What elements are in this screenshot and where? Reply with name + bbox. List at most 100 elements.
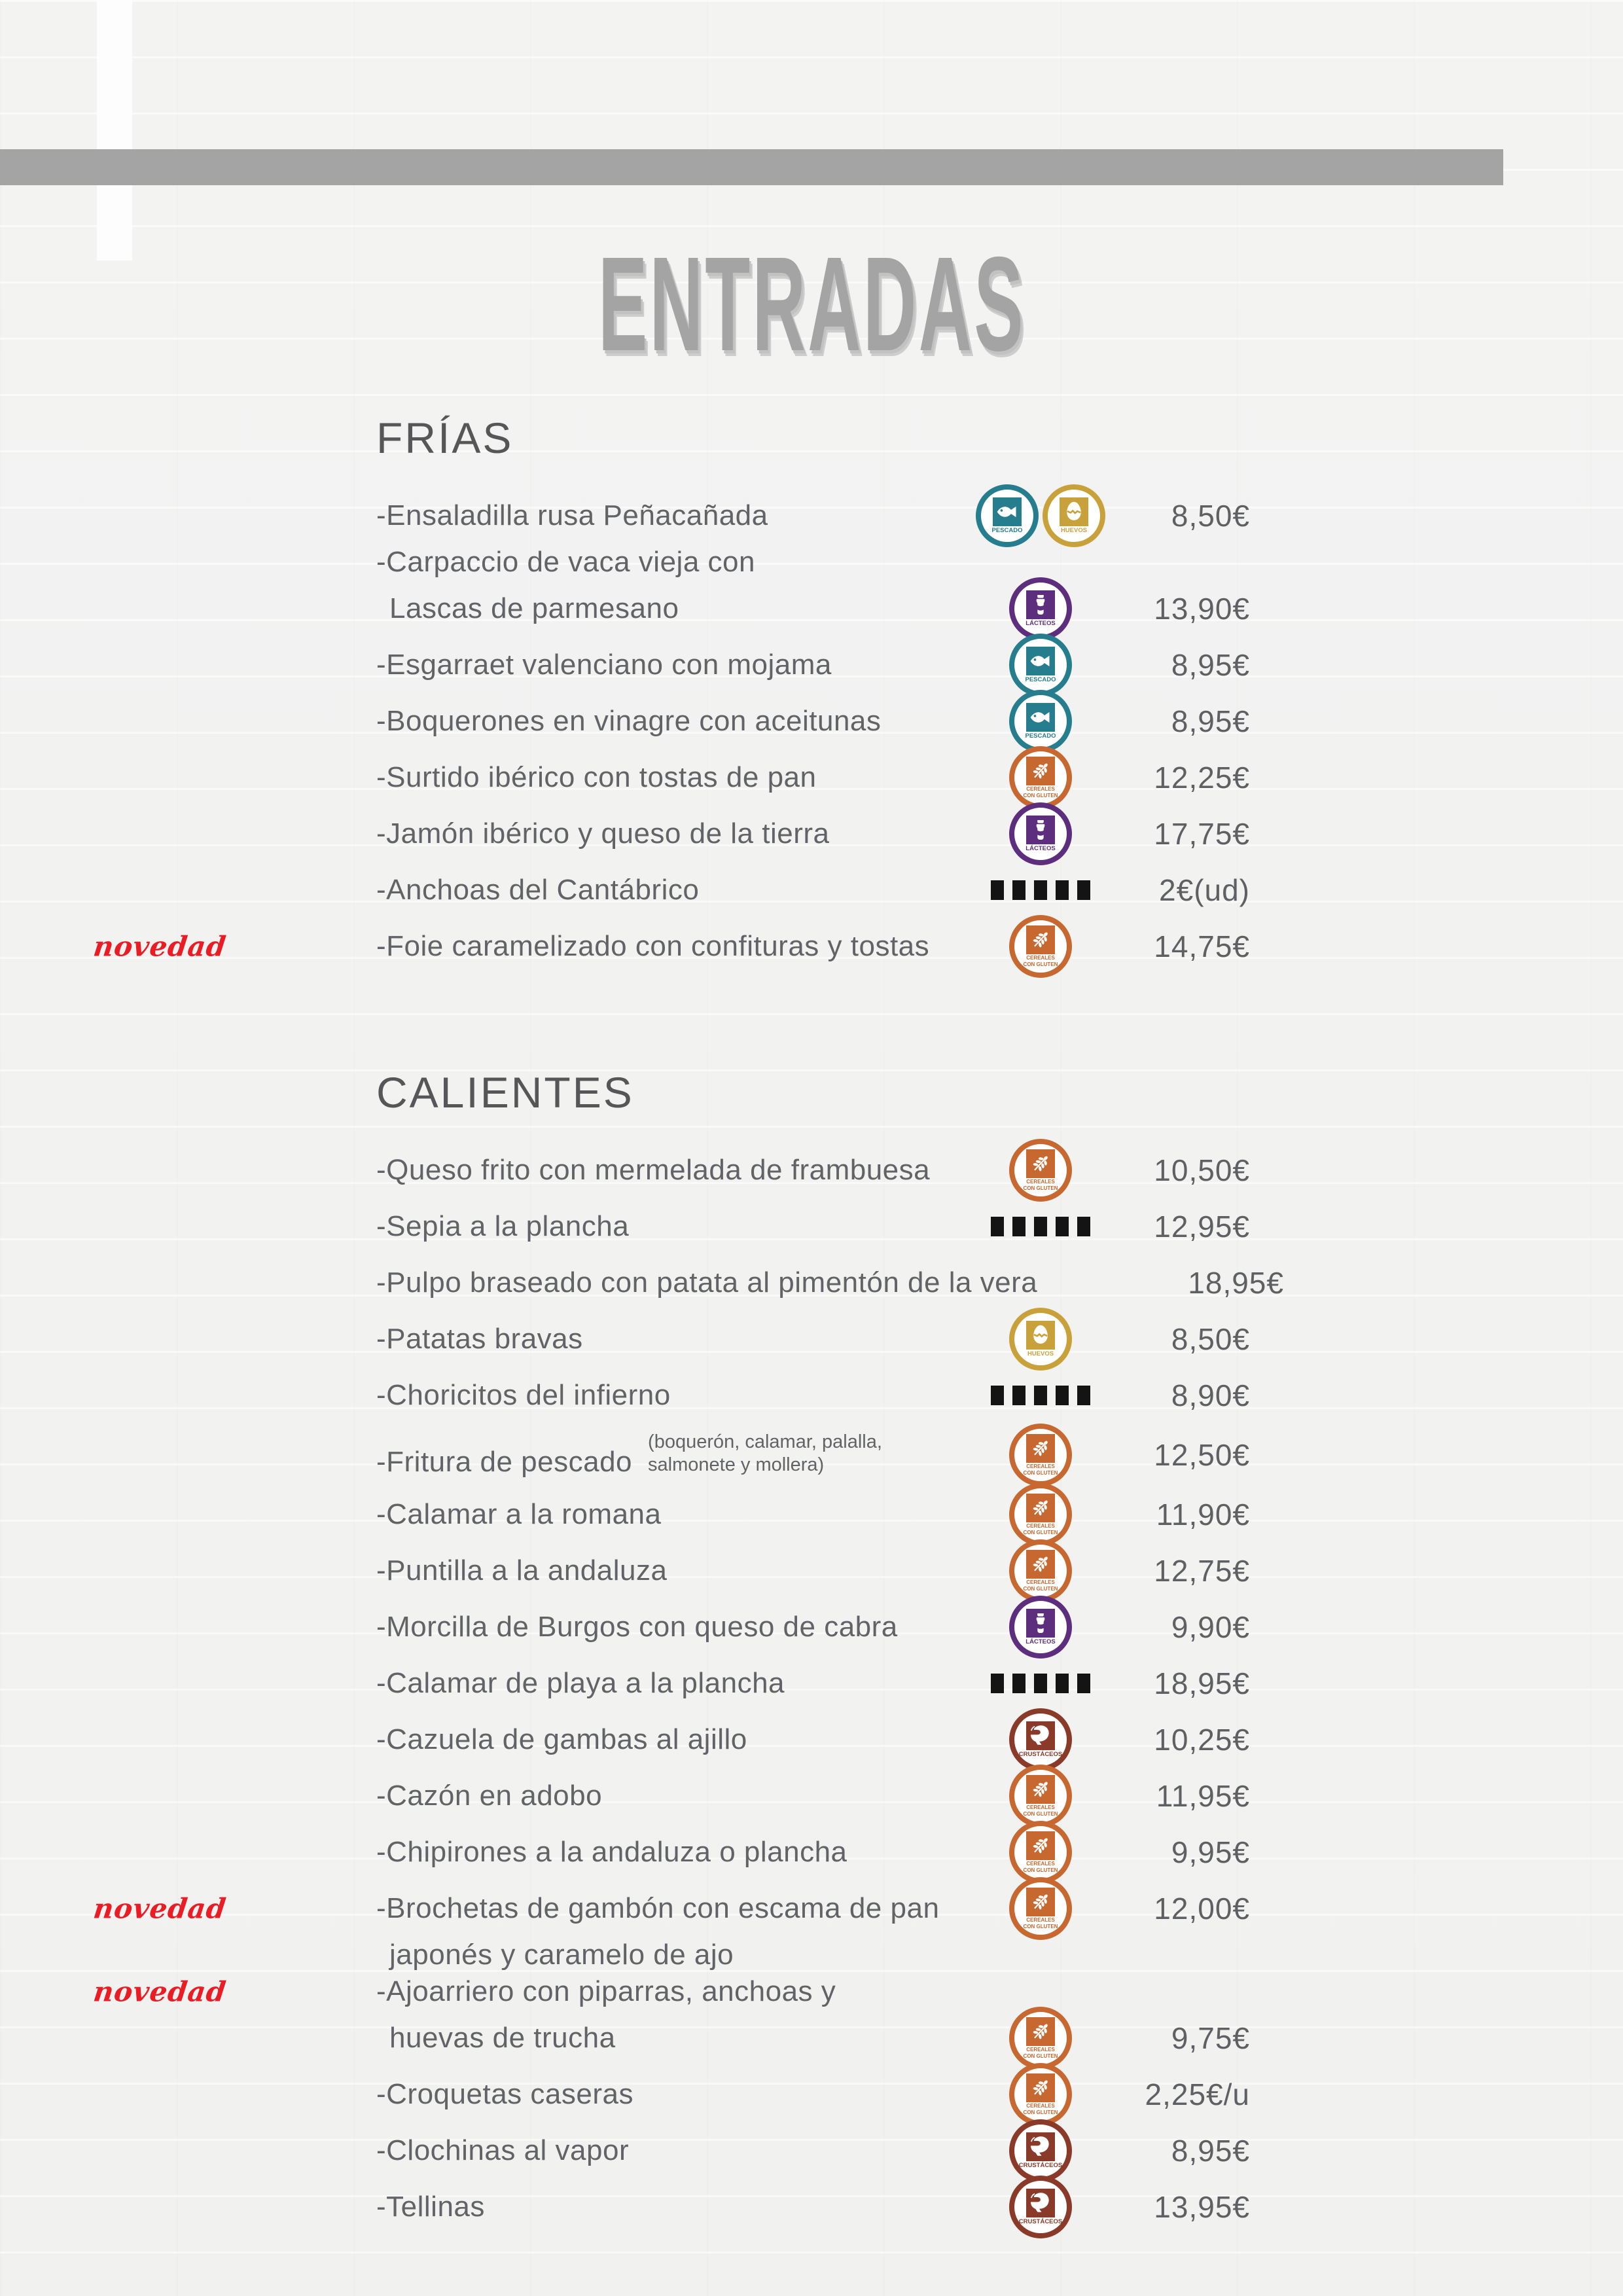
allergen-icon-col: CEREALES CON GLUTEN <box>965 1483 1116 1546</box>
item-name-col: -Jamón ibérico y queso de la tierra <box>376 817 965 851</box>
leader-dot <box>1077 1674 1090 1693</box>
allergen-label: CON GLUTEN <box>1023 793 1058 798</box>
item-price-col: 13,95€ <box>1116 2189 1250 2225</box>
item-name-col: -Cazuela de gambas al ajillo <box>376 1723 965 1757</box>
leader-dot <box>1034 1386 1047 1405</box>
allergen-label: CEREALES <box>1026 1804 1055 1810</box>
item-name-col: -Puntilla a la andaluza <box>376 1554 965 1588</box>
section-rows: -Ensaladilla rusa Peñacañada PESCADO HUEVO… <box>92 484 1250 978</box>
allergen-crustaceos-icon: CRUSTÁCEOS <box>1009 2119 1072 2182</box>
cereales-glyph-icon <box>1026 2017 1055 2046</box>
item-price: 12,75€ <box>1154 1554 1250 1588</box>
item-name: -Anchoas del Cantábrico <box>376 873 700 906</box>
dotted-leader <box>991 1217 1090 1236</box>
dotted-leader <box>991 1386 1090 1405</box>
item-price: 18,95€ <box>1188 1266 1284 1300</box>
allergen-cereales-icon: CEREALES CON GLUTEN <box>1009 1483 1072 1546</box>
item-price: 18,95€ <box>1154 1666 1250 1700</box>
item-name-col: -Croquetas caseras <box>376 2078 965 2111</box>
item-note-line: salmonete y mollera) <box>648 1454 825 1475</box>
allergen-icon-col: CEREALES CON GLUTEN <box>965 915 1116 978</box>
leader-dot <box>1077 880 1090 900</box>
menu-item-row: -Croquetas caseras CEREALES CON GLUTEN 2,25… <box>376 2063 1250 2126</box>
item-price-col: 12,75€ <box>1116 1553 1250 1588</box>
item-name: -Ajoarriero con piparras, anchoas y <box>376 1975 836 2007</box>
item-price: 17,75€ <box>1154 817 1250 851</box>
allergen-label: CON GLUTEN <box>1023 1586 1058 1592</box>
allergen-label: CON GLUTEN <box>1023 2053 1058 2059</box>
page-title-wrap: ENTRADAS <box>0 237 1623 371</box>
leader-dot <box>991 1674 1004 1693</box>
item-name: -Calamar a la romana <box>376 1498 662 1530</box>
leader-dot <box>1012 1674 1026 1693</box>
item-name-col: -Foie caramelizado con confituras y tost… <box>376 930 965 963</box>
allergen-label: CON GLUTEN <box>1023 961 1058 967</box>
item-name: -Chipirones a la andaluza o plancha <box>376 1835 847 1868</box>
allergen-pescado-icon: PESCADO <box>976 484 1039 547</box>
lacteos-glyph-icon <box>1026 590 1055 620</box>
item-name: japonés y caramelo de ajo <box>389 1938 734 1971</box>
leader-dot <box>1012 1386 1026 1405</box>
leader-dot <box>1056 1674 1069 1693</box>
menu-item-row: novedad -Foie caramelizado con confituras… <box>92 915 1250 978</box>
allergen-icon-col: CEREALES CON GLUTEN <box>965 1139 1116 1202</box>
item-price: 2€(ud) <box>1159 873 1250 907</box>
allergen-icon-col <box>965 1386 1116 1405</box>
allergen-label: CEREALES <box>1026 2046 1055 2053</box>
item-price: 14,75€ <box>1154 929 1250 963</box>
item-price-col: 12,95€ <box>1116 1209 1250 1244</box>
allergen-crustaceos-icon: CRUSTÁCEOS <box>1009 1708 1072 1771</box>
allergen-label: PESCADO <box>1025 676 1056 684</box>
item-name: -Fritura de pescado <box>376 1446 633 1479</box>
pescado-glyph-icon <box>1026 703 1055 732</box>
item-name: -Clochinas al vapor <box>376 2134 630 2166</box>
allergen-icon-col: PESCADO <box>965 634 1116 696</box>
allergen-label: CEREALES <box>1026 1916 1055 1923</box>
item-price-col: 9,90€ <box>1116 1609 1250 1645</box>
allergen-label: CON GLUTEN <box>1023 1924 1058 1929</box>
menu-item-row: -Ensaladilla rusa Peñacañada PESCADO HUEVO… <box>376 484 1250 547</box>
menu-section-frias: FRÍAS -Ensaladilla rusa Peñacañada PESCADO… <box>92 414 1250 978</box>
allergen-pescado-icon: PESCADO <box>1009 690 1072 753</box>
leader-dot <box>991 1386 1004 1405</box>
item-name: -Tellinas <box>376 2190 485 2223</box>
allergen-icon-col: PESCADO HUEVOS <box>965 484 1116 547</box>
item-price-col: 8,50€ <box>1116 498 1250 533</box>
allergen-icon-col <box>965 1674 1116 1693</box>
allergen-cereales-icon: CEREALES CON GLUTEN <box>1009 1821 1072 1884</box>
item-name: -Cazón en adobo <box>376 1779 603 1812</box>
item-name: -Croquetas caseras <box>376 2077 633 2110</box>
decor-vertical-strip <box>97 0 132 260</box>
item-price: 13,90€ <box>1154 592 1250 626</box>
dotted-leader <box>991 880 1090 900</box>
leader-dot <box>1056 1217 1069 1236</box>
allergen-cereales-icon: CEREALES CON GLUTEN <box>1009 2007 1072 2070</box>
novedad-badge: novedad <box>91 930 228 963</box>
item-name-col: -Ajoarriero con piparras, anchoas y <box>376 1975 965 2009</box>
menu-item-row: -Queso frito con mermelada de frambuesa C… <box>376 1139 1250 1202</box>
allergen-label: HUEVOS <box>1060 527 1088 535</box>
item-name-col: -Sepia a la plancha <box>376 1210 965 1244</box>
item-price-col: 10,50€ <box>1116 1153 1250 1188</box>
leader-dot <box>1012 1217 1026 1236</box>
item-name-col: -Queso frito con mermelada de frambuesa <box>376 1154 965 1187</box>
lacteos-glyph-icon <box>1026 1609 1055 1638</box>
menu-item-row: -Patatas bravas HUEVOS 8,50€ <box>376 1308 1250 1371</box>
allergen-lacteos-icon: LÁCTEOS <box>1009 802 1072 865</box>
item-name-col: -Calamar de playa a la plancha <box>376 1667 965 1700</box>
allergen-label: CON GLUTEN <box>1023 2109 1058 2115</box>
cereales-glyph-icon <box>1026 1149 1055 1178</box>
menu-item-row: -Puntilla a la andaluza CEREALES CON GLUTE… <box>376 1539 1250 1602</box>
item-price-col: 8,95€ <box>1116 2133 1250 2168</box>
item-price-col: 12,00€ <box>1116 1891 1250 1926</box>
item-name: -Carpaccio de vaca vieja con <box>376 545 755 578</box>
item-name-col: -Surtido ibérico con tostas de pan <box>376 761 965 795</box>
allergen-huevos-icon: HUEVOS <box>1009 1308 1072 1371</box>
allergen-label: CEREALES <box>1026 954 1055 961</box>
dotted-leader <box>991 1674 1090 1693</box>
item-price: 10,25€ <box>1154 1723 1250 1757</box>
menu-item-row: -Clochinas al vapor CRUSTÁCEOS 8,95€ <box>376 2119 1250 2182</box>
item-price: 12,50€ <box>1154 1438 1250 1472</box>
item-price-col: 2€(ud) <box>1116 872 1250 908</box>
item-price: 8,50€ <box>1171 1322 1250 1356</box>
